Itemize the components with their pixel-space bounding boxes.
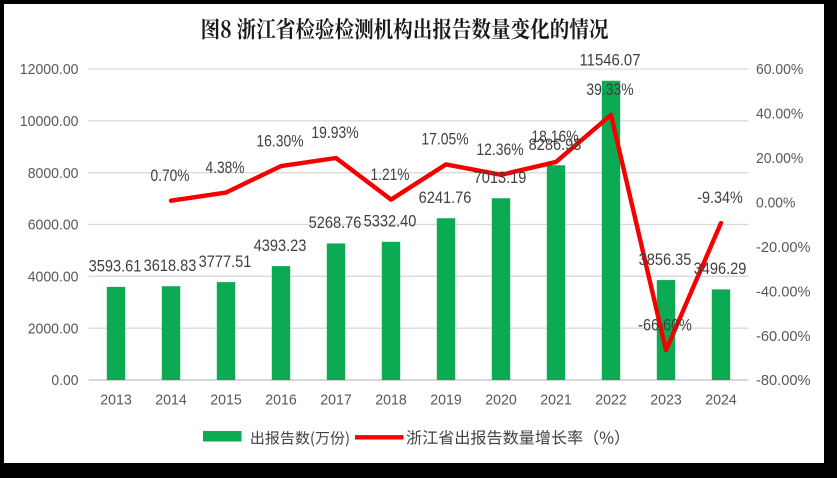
svg-text:-66.60%: -66.60%: [638, 316, 692, 334]
svg-text:3593.61: 3593.61: [89, 258, 142, 276]
svg-text:18.16%: 18.16%: [531, 128, 578, 146]
svg-text:19.93%: 19.93%: [311, 124, 358, 142]
svg-text:5268.76: 5268.76: [309, 214, 362, 232]
svg-text:6241.76: 6241.76: [419, 189, 472, 207]
svg-text:3856.35: 3856.35: [639, 251, 692, 269]
svg-text:2015: 2015: [210, 392, 242, 409]
svg-text:12000.00: 12000.00: [20, 61, 79, 78]
svg-text:2013: 2013: [100, 392, 132, 409]
svg-text:12.36%: 12.36%: [476, 141, 523, 159]
svg-text:2016: 2016: [265, 392, 297, 409]
svg-text:-20.00%: -20.00%: [756, 239, 811, 256]
svg-text:-60.00%: -60.00%: [756, 328, 811, 345]
svg-text:4.38%: 4.38%: [206, 159, 245, 177]
svg-text:4000.00: 4000.00: [28, 269, 79, 286]
svg-text:2023: 2023: [650, 392, 682, 409]
svg-text:8000.00: 8000.00: [28, 165, 79, 182]
svg-text:2021: 2021: [540, 392, 572, 409]
svg-text:2000.00: 2000.00: [28, 320, 79, 337]
svg-text:10000.00: 10000.00: [20, 113, 79, 130]
svg-text:20.00%: 20.00%: [756, 150, 803, 167]
svg-text:3618.83: 3618.83: [144, 257, 197, 275]
svg-text:2022: 2022: [595, 392, 627, 409]
svg-text:7013.19: 7013.19: [474, 169, 527, 187]
svg-text:4393.23: 4393.23: [254, 237, 307, 255]
svg-text:0.70%: 0.70%: [151, 167, 190, 185]
svg-text:6000.00: 6000.00: [28, 217, 79, 234]
svg-text:16.30%: 16.30%: [256, 132, 303, 150]
svg-text:3777.51: 3777.51: [199, 253, 252, 271]
svg-text:17.05%: 17.05%: [421, 131, 468, 149]
svg-text:2024: 2024: [705, 392, 737, 409]
svg-text:-80.00%: -80.00%: [756, 372, 811, 389]
svg-text:11546.07: 11546.07: [580, 51, 641, 69]
svg-text:5332.40: 5332.40: [364, 213, 417, 231]
svg-text:8286.93: 8286.93: [529, 136, 582, 154]
svg-text:2019: 2019: [430, 392, 462, 409]
svg-text:3496.29: 3496.29: [694, 260, 747, 278]
svg-text:60.00%: 60.00%: [756, 61, 803, 78]
svg-text:-40.00%: -40.00%: [756, 283, 811, 300]
svg-text:1.21%: 1.21%: [371, 166, 410, 184]
svg-text:2014: 2014: [155, 392, 187, 409]
svg-text:-9.34%: -9.34%: [697, 189, 743, 207]
svg-text:40.00%: 40.00%: [756, 106, 803, 123]
svg-text:2018: 2018: [375, 392, 407, 409]
svg-text:0.00%: 0.00%: [756, 194, 795, 211]
svg-text:2017: 2017: [320, 392, 352, 409]
svg-text:39.33%: 39.33%: [586, 81, 633, 99]
svg-text:0.00: 0.00: [51, 372, 78, 389]
svg-text:2020: 2020: [485, 392, 517, 409]
